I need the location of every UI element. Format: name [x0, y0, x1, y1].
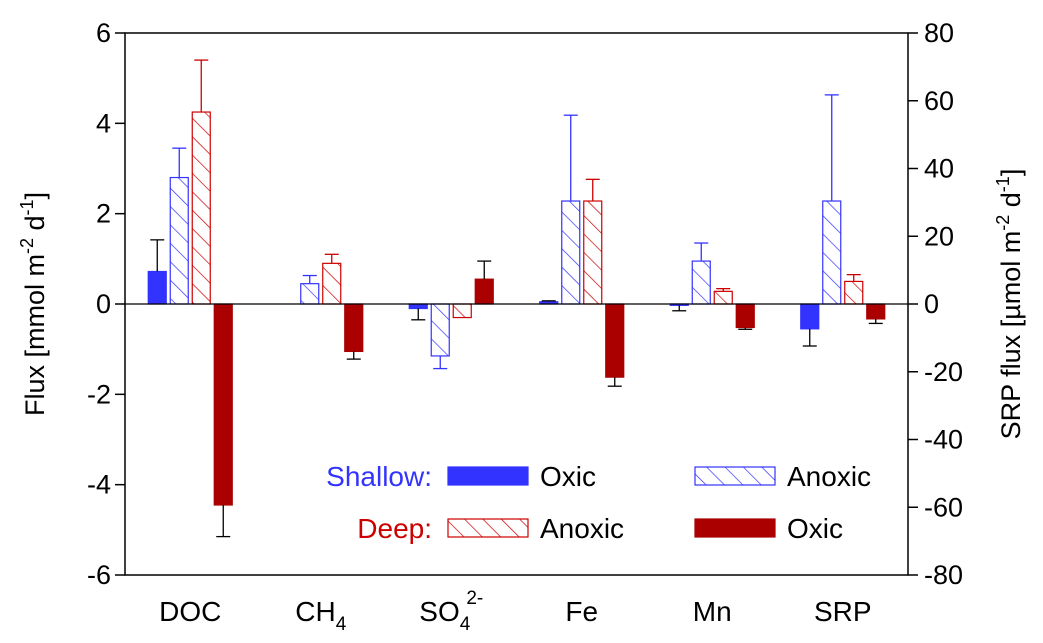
legend: Shallow: Deep: Oxic Anoxic Anoxic Oxic	[326, 461, 871, 544]
y-right-tick-label--40: -40	[924, 425, 963, 455]
y-left-tick-label--2: -2	[87, 379, 111, 409]
bar-SO42--shallow-anoxic	[430, 303, 450, 357]
legend-label-deep-anoxic: Anoxic	[540, 513, 624, 544]
bar-SO42--deep-oxic	[474, 278, 494, 305]
legend-label-deep-oxic: Oxic	[787, 513, 843, 544]
bars	[147, 111, 886, 506]
x-tick-label-Mn: Mn	[693, 596, 732, 627]
bar-SRP-deep-oxic	[866, 303, 886, 320]
axes: DOC CH4 SO42- Fe Mn SRP-6-4-20246-80-60-40-20…	[17, 18, 1026, 635]
bar-Fe-deep-oxic	[605, 303, 625, 378]
legend-label-shallow-anoxic: Anoxic	[787, 461, 871, 492]
x-tick-label-SO42-: SO42-	[419, 588, 483, 635]
legend-label-shallow-oxic: Oxic	[540, 461, 596, 492]
y-left-tick-label--4: -4	[87, 470, 111, 500]
bar-CH4-shallow-anoxic	[300, 283, 320, 305]
y-left-tick-label-4: 4	[96, 108, 111, 138]
y-right-tick-label--80: -80	[924, 560, 963, 590]
y-left-tick-label-6: 6	[96, 18, 111, 48]
bar-DOC-shallow-anoxic	[169, 176, 189, 305]
y-left-tick-label-2: 2	[96, 199, 111, 229]
legend-swatch-deep-anoxic	[447, 518, 529, 538]
bar-DOC-deep-anoxic	[191, 111, 211, 305]
legend-swatch-shallow-oxic	[447, 466, 529, 486]
y-right-axis-title: SRP flux [µmol m-2 d-1]	[993, 169, 1026, 440]
x-tick-label-DOC: DOC	[159, 596, 221, 627]
legend-group-label-deep: Deep:	[357, 513, 432, 544]
bar-CH4-deep-anoxic	[322, 262, 342, 305]
bar-SO42--shallow-oxic	[408, 303, 428, 310]
y-right-tick-label-20: 20	[924, 221, 954, 251]
bar-Mn-deep-anoxic	[713, 290, 733, 305]
y-right-tick-label--20: -20	[924, 357, 963, 387]
bar-DOC-shallow-oxic	[147, 270, 167, 305]
x-tick-label-CH4: CH4	[295, 596, 346, 635]
bar-SRP-shallow-oxic	[800, 303, 820, 330]
bar-CH4-deep-oxic	[344, 303, 364, 353]
y-right-tick-label-40: 40	[924, 154, 954, 184]
x-tick-label-Fe: Fe	[565, 596, 598, 627]
legend-swatch-deep-oxic	[694, 518, 776, 538]
y-right-tick-label-80: 80	[924, 18, 954, 48]
legend-swatch-shallow-anoxic	[694, 466, 776, 486]
y-right-tick-label-0: 0	[924, 289, 939, 319]
bar-DOC-deep-oxic	[213, 303, 233, 506]
y-left-axis-title: Flux [mmol m-2 d-1]	[17, 192, 50, 416]
bar-Mn-deep-oxic	[735, 303, 755, 329]
y-right-tick-label--60: -60	[924, 492, 963, 522]
x-tick-label-SRP: SRP	[814, 596, 872, 627]
bar-SO42--deep-anoxic	[452, 303, 472, 319]
bar-Mn-shallow-anoxic	[691, 260, 711, 305]
y-left-tick-label--6: -6	[87, 560, 111, 590]
y-right-tick-label-60: 60	[924, 86, 954, 116]
legend-group-label-shallow: Shallow:	[326, 461, 432, 492]
bar-Fe-deep-anoxic	[583, 200, 603, 305]
error-bars	[150, 59, 883, 538]
bar-SRP-deep-anoxic	[844, 280, 864, 305]
bar-SRP-shallow-anoxic	[822, 200, 842, 305]
bar-Fe-shallow-anoxic	[561, 200, 581, 305]
y-left-tick-label-0: 0	[96, 289, 111, 319]
